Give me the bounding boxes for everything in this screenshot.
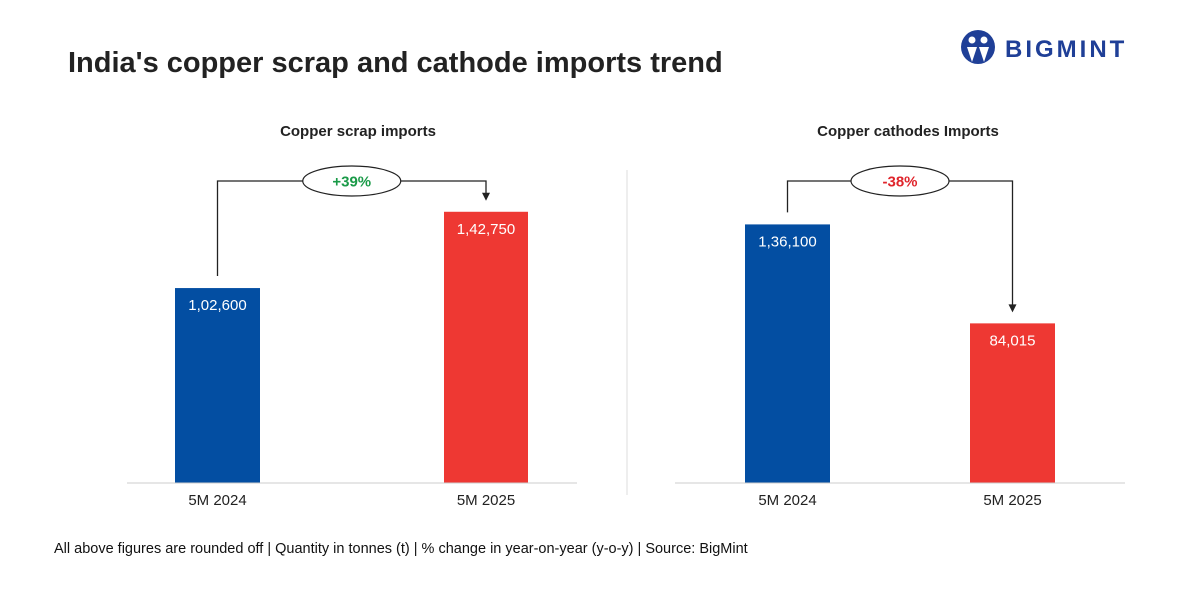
category-label: 5M 2024 — [188, 492, 246, 509]
subchart-title: Copper scrap imports — [280, 123, 436, 140]
category-label: 5M 2025 — [983, 492, 1041, 509]
change-label: -38% — [882, 174, 917, 191]
bar-5m-2025 — [444, 211, 528, 483]
subchart-title: Copper cathodes Imports — [817, 123, 999, 140]
bar-5m-2025 — [970, 323, 1055, 483]
bigmint-logo: BIGMINT — [961, 30, 1127, 64]
bar-5m-2024 — [175, 288, 260, 483]
arrow-head-icon — [1008, 304, 1017, 313]
logo-text: BIGMINT — [1005, 36, 1127, 63]
change-badge — [302, 165, 402, 197]
change-label: +39% — [332, 174, 371, 191]
category-label: 5M 2025 — [457, 492, 515, 509]
chart-title: India's copper scrap and cathode imports… — [68, 47, 723, 79]
bar-5m-2024 — [745, 224, 830, 483]
value-label: 1,02,600 — [188, 297, 246, 314]
value-label: 84,015 — [990, 332, 1036, 349]
value-label: 1,42,750 — [457, 221, 515, 238]
arrow-head-icon — [482, 192, 490, 201]
footnote: All above figures are rounded off | Quan… — [54, 541, 748, 557]
category-label: 5M 2024 — [758, 492, 816, 509]
value-label: 1,36,100 — [758, 233, 816, 250]
change-badge — [850, 165, 950, 197]
